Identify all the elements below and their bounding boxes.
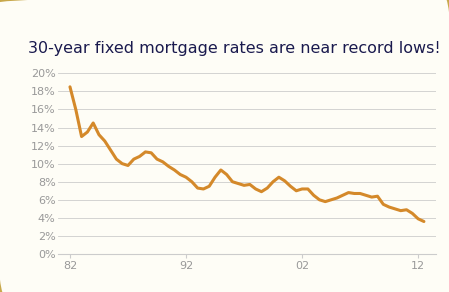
Text: 30-year fixed mortgage rates are near record lows!: 30-year fixed mortgage rates are near re… — [28, 41, 441, 56]
